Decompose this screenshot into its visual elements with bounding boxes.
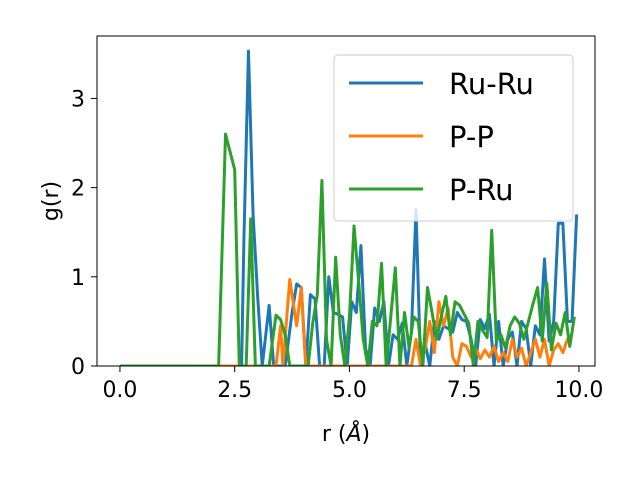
series-line-p-ru — [119, 132, 576, 366]
legend-box — [333, 54, 574, 222]
x-tick-label: 0.0 — [102, 378, 137, 403]
y-ticks: 0 1 2 3 — [71, 87, 97, 380]
y-axis-label: g(r) — [39, 181, 64, 221]
y-tick-label: 2 — [71, 177, 85, 202]
x-axis-label: r (Å) — [322, 420, 370, 447]
x-ticks: 0.0 2.5 5.0 7.5 10.0 — [102, 366, 603, 403]
y-tick-label: 3 — [71, 87, 85, 112]
series-layer — [119, 49, 579, 366]
legend: Ru-Ru P-P P-Ru — [333, 54, 574, 222]
legend-entries: Ru-Ru P-P P-Ru — [349, 67, 534, 207]
legend-label-p-p: P-P — [449, 120, 494, 154]
y-tick-label: 0 — [71, 355, 85, 380]
x-tick-label: 2.5 — [217, 378, 252, 403]
x-tick-label: 10.0 — [554, 378, 603, 403]
plot-frame — [96, 35, 596, 367]
x-tick-label: 5.0 — [332, 378, 367, 403]
legend-label-ru-ru: Ru-Ru — [449, 67, 534, 101]
legend-label-p-ru: P-Ru — [449, 173, 514, 207]
y-tick-label: 1 — [71, 266, 85, 291]
x-tick-label: 7.5 — [447, 378, 482, 403]
